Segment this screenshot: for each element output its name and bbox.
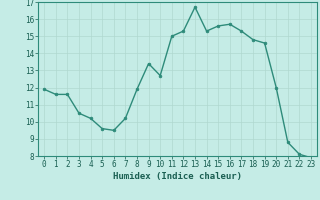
X-axis label: Humidex (Indice chaleur): Humidex (Indice chaleur) xyxy=(113,172,242,181)
